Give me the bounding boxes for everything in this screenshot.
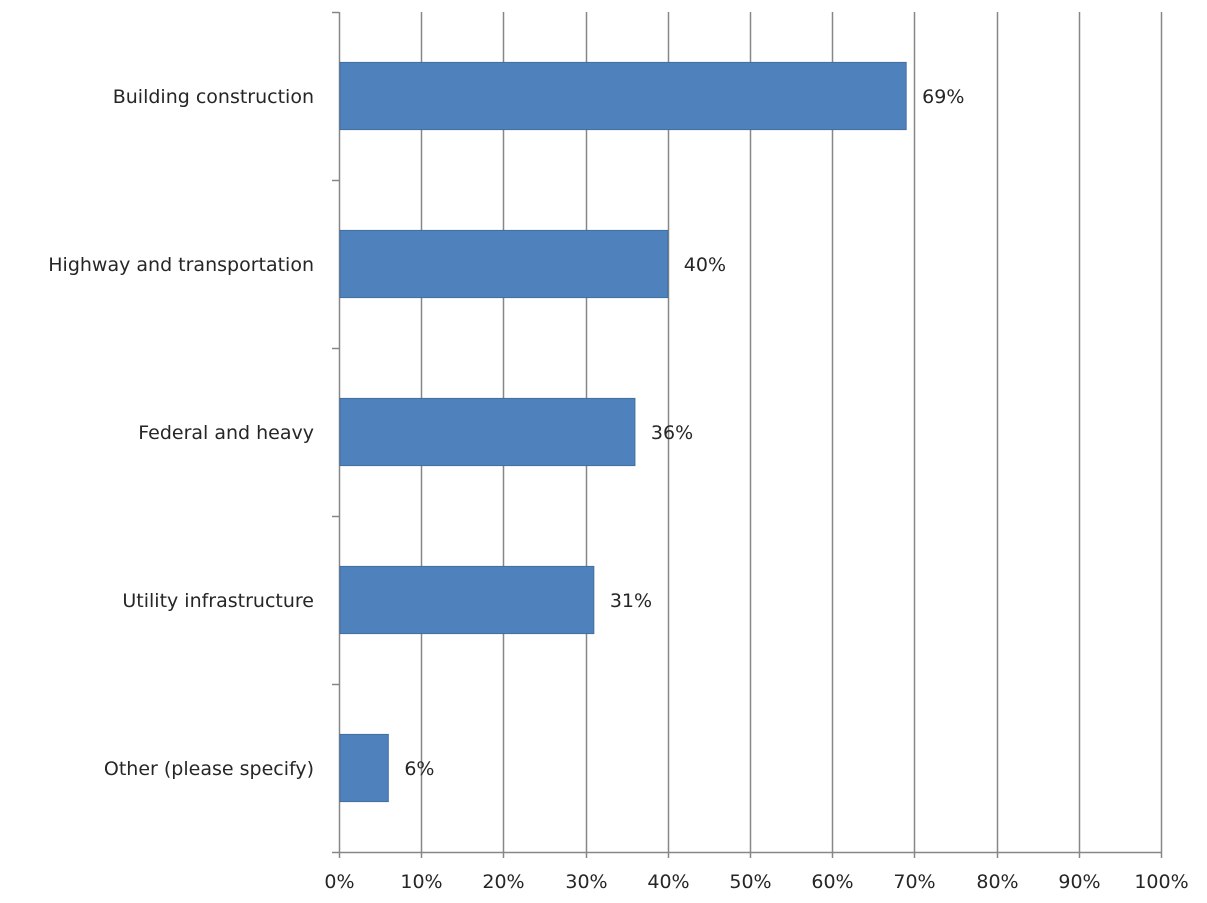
x-tick-label: 90% (1058, 871, 1100, 893)
x-tick-label: 10% (400, 871, 442, 893)
data-label: 40% (684, 254, 726, 276)
category-label: Other (please specify) (104, 758, 314, 780)
bars (339, 61, 907, 803)
axes (332, 11, 1163, 858)
data-label: 69% (922, 86, 964, 108)
category-label: Building construction (113, 86, 314, 108)
data-label: 6% (404, 758, 434, 780)
data-labels: 69% 40% 36% 31% 6% (404, 86, 964, 780)
x-tick-label: 40% (647, 871, 689, 893)
x-tick-label: 30% (565, 871, 607, 893)
x-tick-label: 100% (1134, 871, 1188, 893)
category-label: Federal and heavy (138, 422, 314, 444)
x-tick-label: 60% (811, 871, 853, 893)
bar (339, 61, 907, 131)
category-label: Utility infrastructure (122, 590, 314, 612)
data-label: 31% (610, 590, 652, 612)
bar (339, 565, 595, 635)
data-label: 36% (651, 422, 693, 444)
category-label: Highway and transportation (48, 254, 314, 276)
x-tick-label: 0% (324, 871, 354, 893)
bar (339, 733, 389, 803)
x-tick-label: 50% (729, 871, 771, 893)
x-tick-label: 80% (976, 871, 1018, 893)
bar (339, 229, 669, 299)
gridlines (420, 12, 1163, 852)
x-tick-label: 20% (482, 871, 524, 893)
bar (339, 397, 636, 467)
category-labels: Building construction Highway and transpo… (48, 86, 314, 780)
x-tick-label: 70% (893, 871, 935, 893)
x-tick-labels: 0% 10% 20% 30% 40% 50% 60% 70% 80% 90% 100% (324, 871, 1188, 893)
